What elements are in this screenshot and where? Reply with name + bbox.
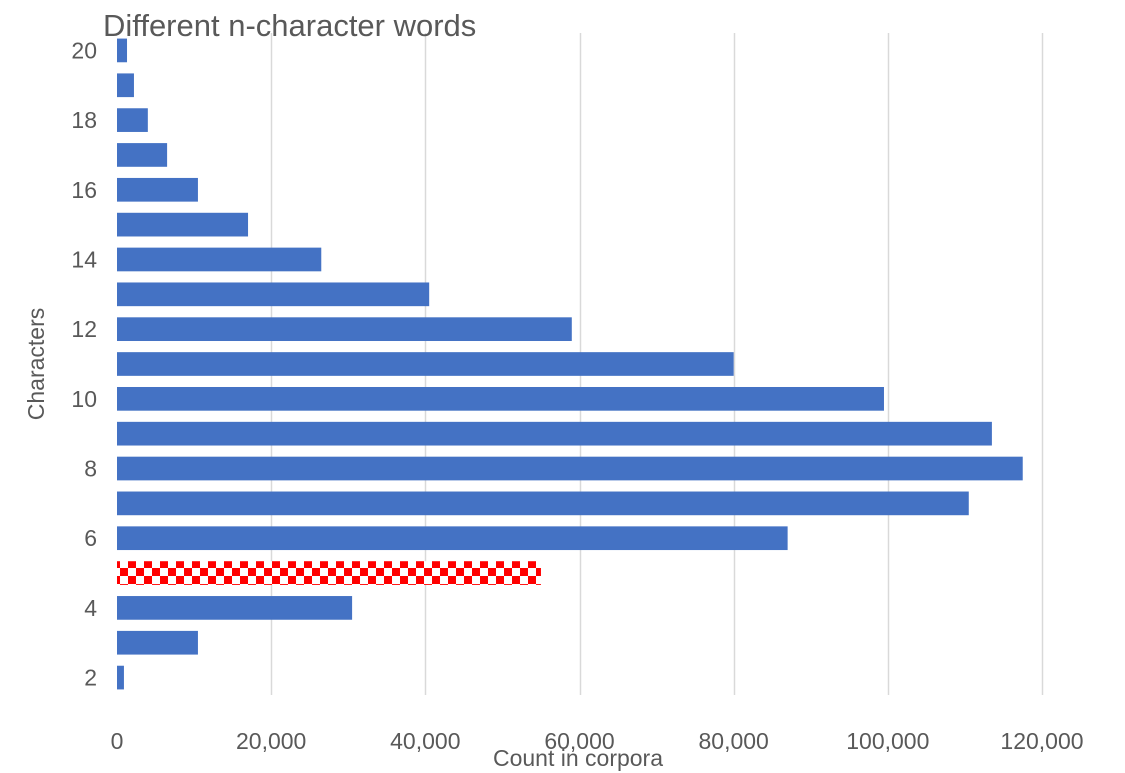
- y-tick-label-14: 14: [71, 246, 97, 272]
- y-tick-labels: 2 4 6 8 10 12 14 16 18 20: [71, 37, 97, 690]
- y-tick-label-6: 6: [84, 525, 97, 551]
- bar-8: [117, 456, 1023, 481]
- bar-13: [117, 282, 430, 307]
- bar-9: [117, 421, 992, 446]
- x-tick-labels: 0 20,000 40,000 60,000 80,000 100,000 120,000: [111, 728, 1084, 754]
- x-axis-title: Count in corpora: [493, 745, 663, 771]
- bar-2: [117, 665, 124, 690]
- bar-18: [117, 108, 148, 132]
- x-tick-label-2: 40,000: [390, 728, 460, 754]
- bar-20: [117, 38, 128, 63]
- bar-3: [117, 630, 198, 655]
- x-tick-label-3: 60,000: [544, 728, 614, 754]
- bar-5-highlighted: [117, 561, 541, 585]
- bar-4: [117, 596, 353, 620]
- x-tick-label-0: 0: [111, 728, 124, 754]
- y-tick-label-20: 20: [71, 37, 97, 63]
- bar-11: [117, 352, 734, 376]
- y-tick-label-4: 4: [84, 595, 97, 621]
- y-tick-label-2: 2: [84, 665, 97, 691]
- bar-10: [117, 386, 884, 411]
- chart-title: Different n-character words: [103, 8, 476, 43]
- x-tick-label-1: 20,000: [236, 728, 306, 754]
- x-tick-label-6: 120,000: [1000, 728, 1083, 754]
- y-tick-label-8: 8: [84, 456, 97, 482]
- bar-17: [117, 143, 168, 167]
- bar-16: [117, 177, 198, 202]
- y-tick-label-12: 12: [71, 316, 97, 342]
- bar-6: [117, 526, 788, 551]
- bar-15: [117, 212, 249, 237]
- bar-19: [117, 73, 134, 98]
- bars: [117, 38, 1023, 690]
- bar-12: [117, 317, 572, 342]
- y-tick-label-18: 18: [71, 107, 97, 133]
- y-axis-title: Characters: [23, 308, 49, 420]
- bar-14: [117, 247, 322, 272]
- y-tick-label-10: 10: [71, 386, 97, 412]
- x-tick-label-4: 80,000: [698, 728, 768, 754]
- bar-7: [117, 491, 969, 516]
- x-tick-label-5: 100,000: [846, 728, 929, 754]
- y-tick-label-16: 16: [71, 177, 97, 203]
